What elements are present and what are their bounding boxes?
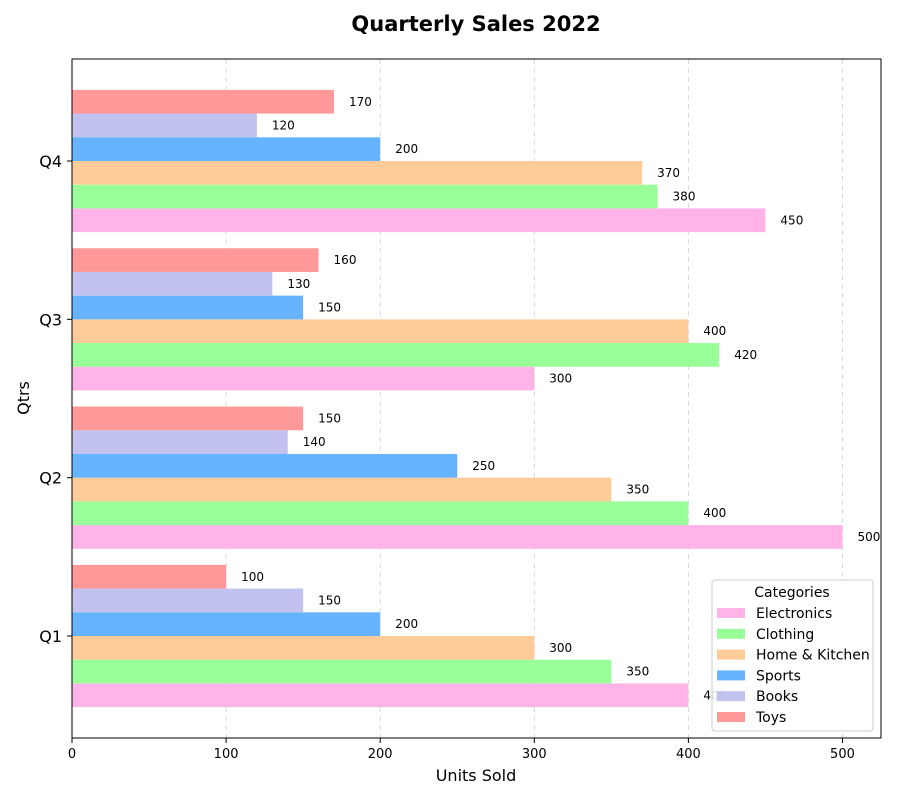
legend: Categories Electronics Clothing Home & Kit… xyxy=(711,579,874,732)
bar xyxy=(72,659,612,684)
bar-value-label: 400 xyxy=(703,324,726,338)
bar-value-label: 170 xyxy=(349,95,372,109)
legend-label: Toys xyxy=(755,710,786,726)
bar-value-label: 250 xyxy=(472,459,495,473)
y-tick-label: Q3 xyxy=(39,310,62,329)
y-axis-ticks: Q1 Q2 Q3 Q4 xyxy=(39,152,72,646)
bar xyxy=(72,295,304,320)
bar-value-label: 500 xyxy=(857,530,880,544)
bar xyxy=(72,161,643,185)
bar-value-label: 140 xyxy=(303,435,326,449)
bar xyxy=(72,683,689,708)
chart-title: Quarterly Sales 2022 xyxy=(351,12,600,36)
bar-value-label: 150 xyxy=(318,593,341,607)
legend-items: Electronics Clothing Home & Kitchen Sports B… xyxy=(717,606,870,726)
bar xyxy=(72,184,658,209)
bar-value-label: 160 xyxy=(334,253,357,267)
bar xyxy=(72,406,304,431)
legend-label: Clothing xyxy=(756,627,814,643)
y-axis-label: Qtrs xyxy=(14,381,33,415)
bar-value-label: 300 xyxy=(549,641,572,655)
bar xyxy=(72,271,273,296)
legend-label: Electronics xyxy=(756,606,832,622)
legend-swatch xyxy=(717,608,745,618)
bar xyxy=(72,137,381,161)
bar xyxy=(72,501,689,526)
bar xyxy=(72,319,689,344)
bar-value-label: 380 xyxy=(673,190,696,204)
bar xyxy=(72,208,766,233)
bar xyxy=(72,564,227,589)
bar-value-label: 300 xyxy=(549,372,572,386)
bar-value-label: 100 xyxy=(241,570,264,584)
legend-title: Categories xyxy=(754,585,829,601)
x-tick-label: 300 xyxy=(522,747,547,762)
bar-value-label: 200 xyxy=(395,617,418,631)
bar-value-label: 350 xyxy=(626,665,649,679)
bar xyxy=(72,248,319,272)
bar-value-label: 150 xyxy=(318,411,341,425)
x-tick-label: 0 xyxy=(68,747,76,762)
bar xyxy=(72,588,304,613)
x-tick-label: 100 xyxy=(214,747,239,762)
legend-swatch xyxy=(717,712,745,722)
plot-frame xyxy=(71,58,882,739)
bar-value-label: 370 xyxy=(657,166,680,180)
bar xyxy=(72,636,535,660)
bar xyxy=(72,453,458,478)
y-tick-label: Q4 xyxy=(39,152,62,171)
bar xyxy=(72,113,257,138)
bar xyxy=(72,89,334,114)
bar xyxy=(72,525,843,549)
x-tick-label: 500 xyxy=(830,747,855,762)
x-tick-label: 400 xyxy=(676,747,701,762)
bar xyxy=(72,612,381,636)
y-tick-label: Q1 xyxy=(39,627,62,646)
x-axis-ticks: 0 100 200 300 400 500 xyxy=(68,738,855,762)
bar xyxy=(72,366,535,391)
bar-value-label: 420 xyxy=(734,348,757,362)
bar-value-label: 130 xyxy=(287,277,310,291)
bar-value-label: 120 xyxy=(272,118,295,132)
y-tick-label: Q2 xyxy=(39,469,62,488)
legend-label: Home & Kitchen xyxy=(756,648,870,664)
legend-swatch xyxy=(717,670,745,681)
legend-label: Sports xyxy=(756,668,801,684)
legend-swatch xyxy=(717,691,745,702)
bar-value-label: 200 xyxy=(395,142,418,156)
bars xyxy=(72,89,843,708)
legend-swatch xyxy=(717,628,745,639)
bar-value-label: 150 xyxy=(318,300,341,314)
bar xyxy=(72,477,612,502)
legend-label: Books xyxy=(756,689,798,705)
bar-value-label: 450 xyxy=(780,213,803,227)
x-axis-label: Units Sold xyxy=(436,766,517,785)
legend-frame xyxy=(711,579,874,732)
bar-value-label: 400 xyxy=(703,506,726,520)
bar xyxy=(72,430,288,454)
x-tick-label: 200 xyxy=(368,747,393,762)
bar-value-label: 350 xyxy=(626,483,649,497)
bar xyxy=(72,343,720,367)
legend-swatch xyxy=(717,649,745,660)
